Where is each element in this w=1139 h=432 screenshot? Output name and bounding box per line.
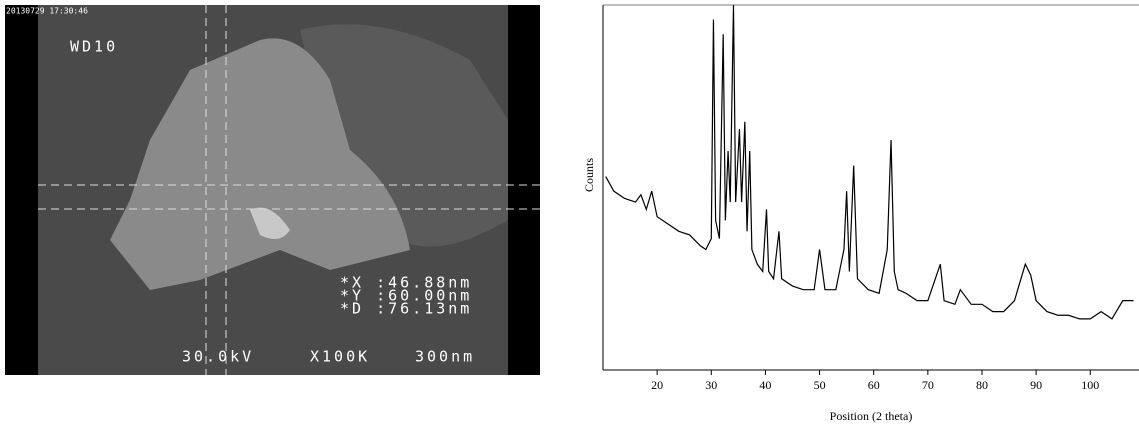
x-tick-label: 70 [922, 378, 934, 392]
timestamp: 20130729 17:30:46 [6, 7, 88, 16]
sem-particle [110, 38, 410, 291]
scale-bar-label: 300nm [415, 348, 475, 366]
sem-texture [300, 24, 508, 247]
x-axis-label: Position (2 theta) [830, 409, 913, 423]
y-measure: *Y :60.00nm [340, 287, 472, 305]
x-tick-label: 60 [868, 378, 880, 392]
working-distance: WD10 [70, 38, 118, 56]
x-tick-label: 50 [814, 378, 826, 392]
x-tick-label: 20 [651, 378, 663, 392]
x-tick-label: 30 [705, 378, 717, 392]
x-measure: *X :46.88nm [340, 274, 472, 292]
magnification: X100K [310, 348, 370, 366]
xrd-line [605, 4, 1134, 320]
y-axis-label: Counts [582, 158, 596, 192]
x-tick-label: 80 [976, 378, 988, 392]
x-tick-label: 90 [1030, 378, 1042, 392]
sem-highlight [250, 207, 290, 239]
d-measure: *D :76.13nm [340, 300, 472, 318]
x-tick-label: 40 [759, 378, 771, 392]
crosshair [38, 5, 540, 375]
voltage: 30.0kV [182, 348, 254, 366]
x-tick-label: 100 [1081, 378, 1099, 392]
